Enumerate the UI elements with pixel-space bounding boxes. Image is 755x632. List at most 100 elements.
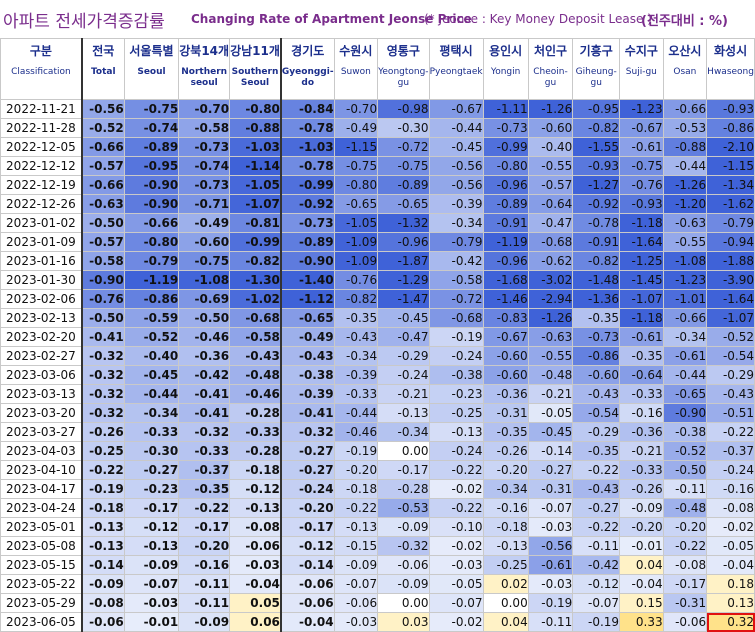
- value-cell: 0.06: [229, 612, 282, 632]
- value-cell: 0.00: [377, 593, 430, 613]
- column-header-korean: 경기도: [291, 44, 325, 58]
- value-cell: -0.45: [377, 308, 430, 328]
- value-cell: 0.18: [706, 574, 755, 594]
- value-cell: -0.39: [280, 384, 335, 404]
- column-header-english: Osan: [673, 67, 697, 77]
- value-cell: -0.75: [123, 99, 180, 119]
- value-cell: -0.86: [123, 289, 180, 309]
- value-cell: -0.25: [428, 403, 484, 423]
- value-cell: -3.90: [706, 270, 755, 290]
- date-cell: 2023-04-24: [0, 498, 83, 518]
- value-cell: -0.52: [662, 441, 708, 461]
- value-cell: -0.02: [428, 479, 484, 499]
- value-cell: -0.20: [333, 460, 379, 480]
- value-cell: -0.06: [229, 536, 282, 556]
- value-cell: -0.55: [527, 156, 574, 176]
- value-cell: -0.63: [80, 194, 125, 214]
- value-cell: -1.03: [229, 137, 282, 157]
- column-header: 경기도 Gyeonggi-do: [280, 38, 335, 100]
- value-cell: -0.47: [377, 327, 430, 347]
- value-cell: -0.89: [123, 137, 180, 157]
- table-row: 2023-02-06 -0.76 -0.86 -0.69 -1.02 -1.12 -0.82…: [0, 289, 755, 309]
- value-cell: -0.86: [572, 346, 621, 366]
- date-cell: 2023-01-16: [0, 251, 83, 271]
- value-cell: -0.27: [527, 460, 574, 480]
- header-row: 구분 Classification 전국 Total 서울특별 Seoul 강북14개 Nor…: [0, 38, 755, 100]
- value-cell: 0.33: [619, 612, 664, 632]
- table-row: 2023-04-24 -0.18 -0.17 -0.22 -0.13 -0.20 -0.22…: [0, 498, 755, 518]
- value-cell: 0.05: [229, 593, 282, 613]
- value-cell: -0.36: [178, 346, 231, 366]
- value-cell: -0.44: [662, 365, 708, 385]
- value-cell: -0.54: [572, 403, 621, 423]
- value-cell: 0.00: [377, 441, 430, 461]
- value-cell: -0.22: [572, 517, 621, 537]
- value-cell: -0.35: [572, 308, 621, 328]
- value-cell: -0.24: [706, 460, 755, 480]
- value-cell: -0.55: [662, 232, 708, 252]
- value-cell: -0.49: [178, 213, 231, 233]
- value-cell: -0.07: [428, 593, 484, 613]
- value-cell: -0.48: [662, 498, 708, 518]
- value-cell: -0.20: [619, 517, 664, 537]
- date-cell: 2023-03-13: [0, 384, 83, 404]
- value-cell: -0.32: [80, 365, 125, 385]
- value-cell: -0.11: [178, 593, 231, 613]
- value-cell: -0.46: [333, 422, 379, 442]
- value-cell: -0.09: [377, 574, 430, 594]
- value-cell: -0.34: [662, 327, 708, 347]
- title-note: (* Jeonse : Key Money Deposit Lease ): [424, 12, 652, 26]
- value-cell: -0.49: [280, 327, 335, 347]
- value-cell: -0.34: [482, 479, 529, 499]
- value-cell: -0.23: [428, 384, 484, 404]
- value-cell: -0.35: [482, 422, 529, 442]
- column-header: 전국 Total: [80, 38, 125, 100]
- value-cell: -0.90: [123, 194, 180, 214]
- value-cell: -0.84: [280, 99, 335, 119]
- value-cell: -0.39: [333, 365, 379, 385]
- value-cell: 0.02: [482, 574, 529, 594]
- value-cell: -0.13: [377, 403, 430, 423]
- value-cell: -0.11: [527, 612, 574, 632]
- value-cell: -0.83: [482, 308, 529, 328]
- value-cell: -1.05: [333, 213, 379, 233]
- value-cell: -0.27: [123, 460, 180, 480]
- value-cell: -0.96: [377, 232, 430, 252]
- value-cell: -0.42: [428, 251, 484, 271]
- value-cell: -0.58: [428, 270, 484, 290]
- title-unit: (전주대비 : %): [641, 14, 728, 29]
- value-cell: -0.60: [527, 118, 574, 138]
- value-cell: -2.94: [527, 289, 574, 309]
- value-cell: -1.36: [572, 289, 621, 309]
- value-cell: -0.54: [706, 346, 755, 366]
- value-cell: -0.66: [80, 175, 125, 195]
- value-cell: -0.39: [428, 194, 484, 214]
- value-cell: -0.61: [619, 137, 664, 157]
- value-cell: -0.43: [572, 479, 621, 499]
- column-header-korean: 서울특별: [129, 44, 174, 58]
- value-cell: -0.04: [229, 574, 282, 594]
- value-cell: -0.38: [662, 422, 708, 442]
- table-row: 2022-12-19 -0.66 -0.90 -0.73 -1.05 -0.99 -0.80…: [0, 175, 755, 195]
- table-row: 2023-05-08 -0.13 -0.13 -0.20 -0.06 -0.12 -0.15…: [0, 536, 755, 556]
- value-cell: -0.17: [662, 574, 708, 594]
- value-cell: -0.75: [619, 156, 664, 176]
- value-cell: -0.76: [80, 289, 125, 309]
- value-cell: -1.05: [229, 175, 282, 195]
- value-cell: -0.11: [572, 536, 621, 556]
- value-cell: -0.23: [123, 479, 180, 499]
- value-cell: -0.92: [280, 194, 335, 214]
- value-cell: -0.43: [280, 346, 335, 366]
- column-header-english: Suji-gu: [625, 67, 657, 77]
- value-cell: -1.07: [229, 194, 282, 214]
- title-korean: 아파트 전세가격증감률: [3, 12, 165, 32]
- value-cell: -0.03: [333, 612, 379, 632]
- value-cell: -0.08: [662, 555, 708, 575]
- column-header-korean: 오산시: [668, 44, 702, 58]
- date-cell: 2023-02-13: [0, 308, 83, 328]
- value-cell: -0.60: [482, 365, 529, 385]
- value-cell: -0.29: [706, 365, 755, 385]
- column-header: 강북14개 Northern seoul: [178, 38, 231, 100]
- value-cell: -0.52: [706, 327, 755, 347]
- value-cell: -1.47: [377, 289, 430, 309]
